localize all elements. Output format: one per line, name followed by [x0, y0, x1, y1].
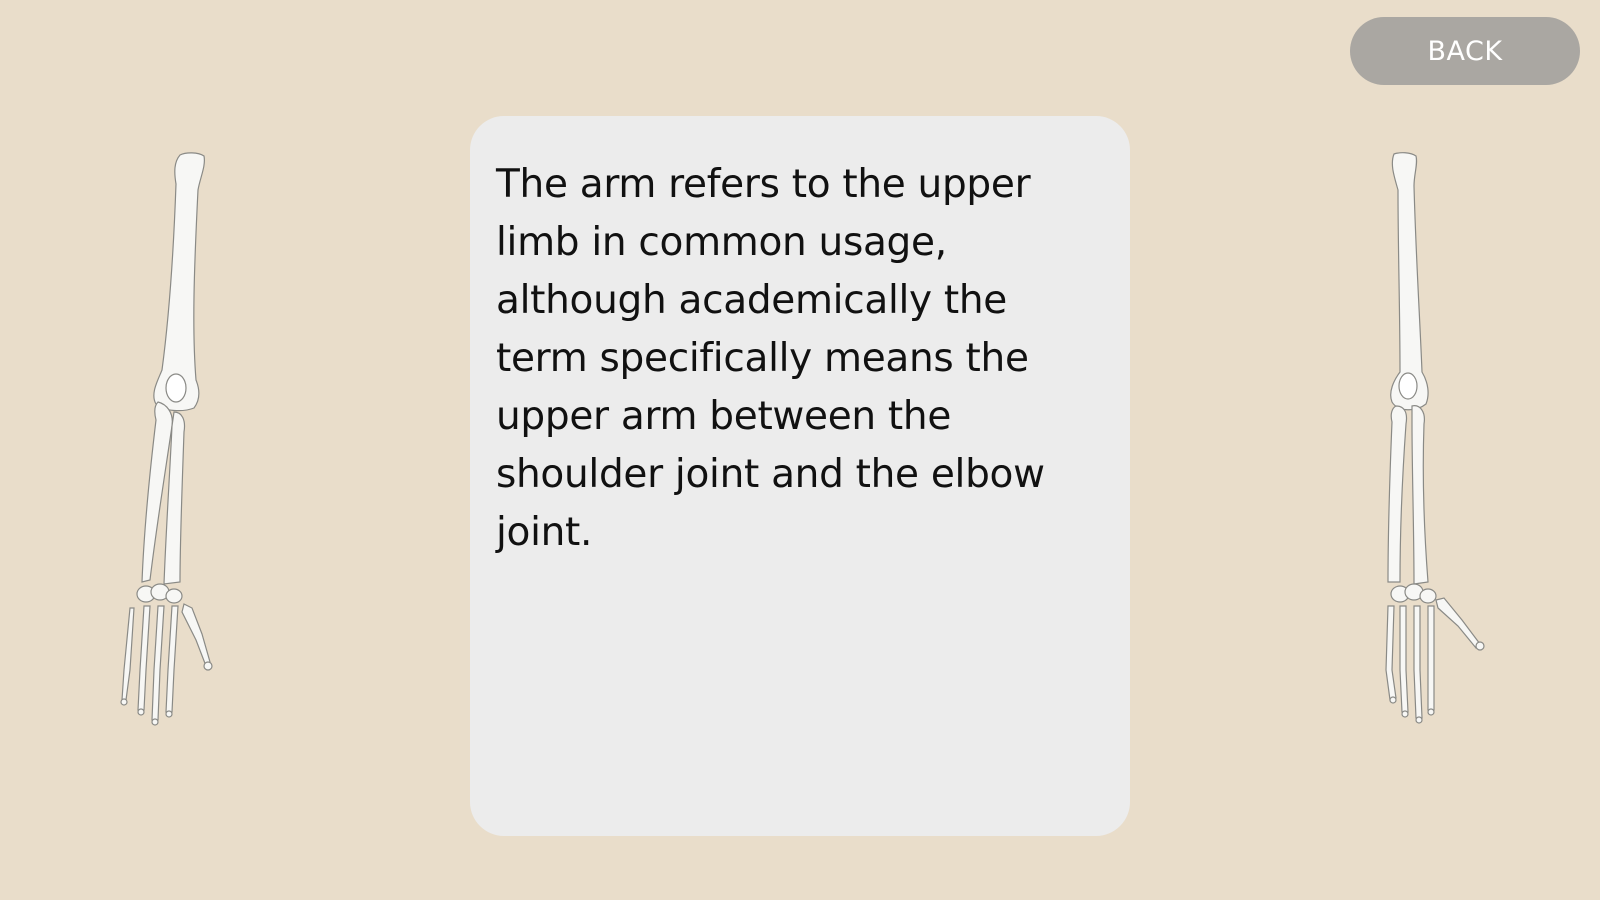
- info-card: The arm refers to the upper limb in comm…: [470, 116, 1130, 836]
- arm-skeleton-illustration: [1385, 152, 1485, 724]
- back-button[interactable]: BACK: [1350, 17, 1580, 85]
- description-text: The arm refers to the upper limb in comm…: [496, 162, 1045, 555]
- back-button-label: BACK: [1427, 35, 1503, 67]
- right-arm-skeleton-icon: [1380, 150, 1510, 750]
- arm-skeleton-illustration: [120, 152, 213, 726]
- left-arm-skeleton-icon: [100, 150, 230, 750]
